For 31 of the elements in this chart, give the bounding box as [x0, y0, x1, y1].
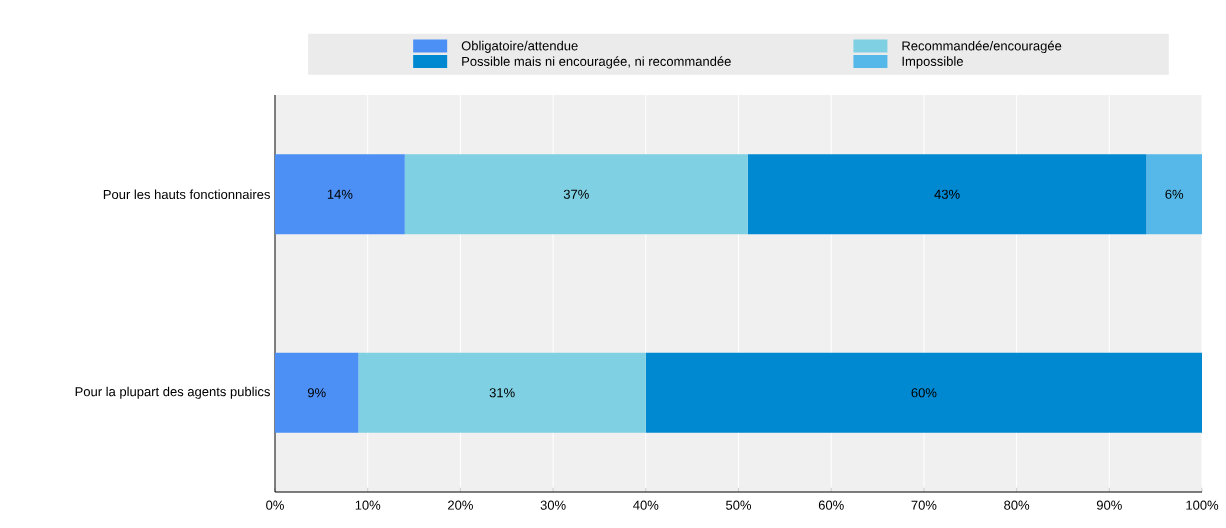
- legend-label: Obligatoire/attendue: [461, 40, 578, 53]
- data-label: 6%: [1165, 189, 1184, 199]
- bar: [275, 154, 405, 235]
- data-label: 9%: [307, 388, 326, 398]
- data-label: 60%: [911, 388, 937, 398]
- x-tick-label: 80%: [1004, 500, 1030, 510]
- legend-label: Recommandée/encouragée: [902, 40, 1062, 54]
- data-label: 43%: [934, 189, 960, 199]
- bar: [645, 352, 1203, 433]
- legend-label: Possible mais ni encouragée, ni recommandée: [462, 56, 731, 69]
- x-tick-label: 30%: [540, 500, 566, 510]
- x-tick-label: 70%: [911, 500, 937, 510]
- data-label: 31%: [489, 388, 515, 398]
- legend-label: Impossible: [902, 56, 963, 69]
- data-label: 37%: [563, 189, 589, 199]
- x-tick-label: 10%: [355, 500, 381, 510]
- bar: [358, 352, 646, 433]
- x-tick-label: 100%: [1186, 500, 1219, 510]
- x-tick-label: 50%: [726, 500, 752, 510]
- bar: [1146, 154, 1203, 235]
- bar: [275, 352, 359, 433]
- x-tick-label: 0%: [266, 500, 284, 510]
- y-tick-label: Pour les hauts fonctionnaires: [103, 189, 270, 200]
- x-tick-label: 60%: [818, 500, 844, 510]
- y-tick-label: Pour la plupart des agents publics: [75, 386, 270, 399]
- data-label: 14%: [327, 189, 353, 199]
- x-tick-label: 20%: [448, 500, 473, 510]
- bar: [747, 154, 1147, 235]
- x-tick-label: 90%: [1096, 500, 1122, 510]
- bar: [404, 154, 748, 235]
- x-tick-label: 40%: [633, 500, 659, 510]
